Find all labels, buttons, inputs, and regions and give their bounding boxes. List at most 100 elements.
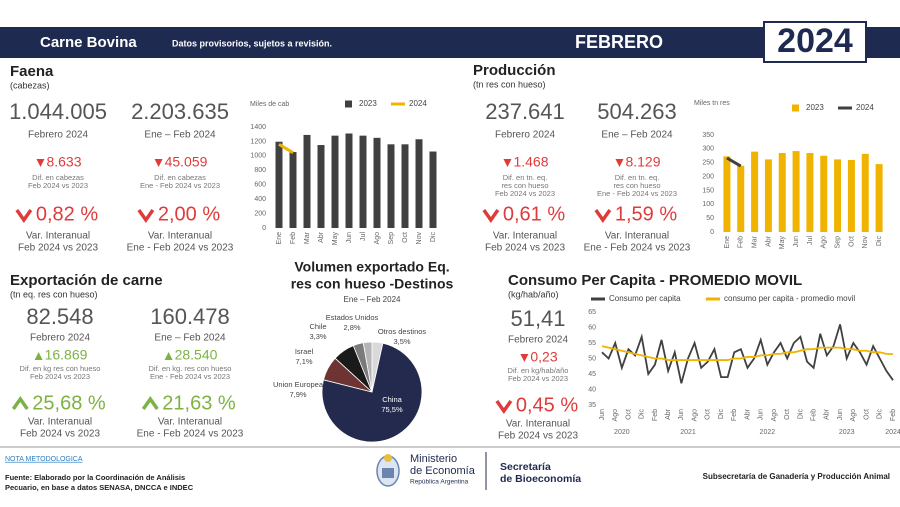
x-tick-label: Oct (784, 409, 791, 420)
bar (415, 139, 423, 228)
bar (429, 151, 437, 228)
var-arrow (594, 208, 612, 224)
legend-swatch (345, 100, 352, 108)
source-line: Fuente: Elaborado por la Coordinación de… (5, 473, 185, 482)
x-group-label: 2022 (760, 429, 776, 436)
x-tick-label: Ene (724, 236, 731, 249)
y-tick-label: 350 (702, 132, 714, 139)
kpi-var-period: Feb 2024 vs 2023 (485, 243, 565, 254)
kpi-diff: 45.059 (165, 154, 208, 170)
kpi-diff: 28.540 (175, 347, 218, 363)
kpi-var: 0,82 % (36, 203, 98, 225)
kpi-note: Dif. en cabezas (154, 173, 206, 182)
x-tick-label: May (332, 232, 339, 246)
diff-arrow (615, 159, 624, 167)
x-tick-label: Dic (430, 232, 437, 243)
x-tick-label: Abr (665, 408, 672, 420)
kpi-period: Febrero 2024 (495, 130, 555, 141)
kpi-var: 2,00 % (158, 203, 220, 225)
x-tick-label: Abr (824, 408, 831, 420)
x-tick-label: Feb (738, 236, 745, 248)
section-title: Faena (10, 63, 54, 80)
x-tick-label: Jun (758, 409, 765, 420)
section-title: Producción (473, 62, 556, 79)
header-band (0, 27, 900, 58)
x-tick-label: Oct (705, 409, 712, 420)
pie-subtitle: Ene – Feb 2024 (344, 295, 401, 304)
y-axis-label: Miles tn res (694, 100, 730, 107)
kpi-diff: 0,23 (530, 349, 557, 365)
kpi-note: res con hueso (613, 181, 660, 190)
secretariat: Secretaría (500, 461, 551, 473)
kpi-note: Dif. en kg. res con hueso (149, 364, 232, 373)
kpi-note: Ene - Feb 2024 vs 2023 (150, 372, 230, 381)
section-subtitle: (cabezas) (10, 80, 50, 90)
x-tick-label: Ene (276, 232, 283, 245)
x-tick-label: Ago (850, 409, 857, 422)
kpi-var-label: Var. Interanual (148, 231, 212, 242)
kpi-note: Dif. en tn. eq. (503, 173, 548, 182)
y-tick-label: 100 (702, 201, 714, 208)
var-arrow (141, 395, 159, 411)
kpi-var: 25,68 % (32, 392, 106, 414)
x-tick-label: Mar (304, 231, 311, 244)
x-group-label: 2020 (614, 429, 630, 436)
kpi-var-label: Var. Interanual (605, 231, 669, 242)
kpi-value: 237.641 (485, 99, 565, 124)
y-tick-label: 65 (588, 309, 596, 316)
header-year: 2024 (777, 22, 853, 60)
y-tick-label: 50 (588, 355, 596, 362)
y-tick-label: 800 (254, 167, 266, 174)
x-tick-label: Jun (346, 232, 353, 243)
kpi-note: res con hueso (501, 181, 548, 190)
section-subtitle: (kg/hab/año) (508, 289, 559, 299)
kpi-value: 82.548 (26, 304, 93, 329)
kpi-var-label: Var. Interanual (493, 231, 557, 242)
x-tick-label: Dic (797, 409, 804, 420)
x-tick-label: Ago (374, 232, 381, 245)
var-arrow (482, 208, 500, 224)
kpi-note: Feb 2024 vs 2023 (28, 181, 88, 190)
kpi-period: Febrero 2024 (30, 333, 90, 344)
x-tick-label: Mar (751, 235, 758, 248)
kpi-var-period: Feb 2024 vs 2023 (18, 243, 98, 254)
kpi-var-label: Var. Interanual (28, 417, 92, 428)
y-tick-label: 55 (588, 340, 596, 347)
methodology-link[interactable]: NOTA METODOLOGICA (5, 456, 83, 463)
var-arrow (15, 208, 33, 224)
kpi-diff: 1.468 (513, 154, 548, 170)
y-axis-label: Miles de cab (250, 101, 289, 108)
x-tick-label: Abr (744, 408, 751, 420)
subsecretariat: Subsecretaría de Ganadería y Producción … (703, 472, 890, 481)
y-tick-label: 50 (706, 215, 714, 222)
diff-arrow (34, 352, 43, 360)
bar (373, 137, 381, 228)
x-tick-label: Jun (793, 236, 800, 247)
section-title: Consumo Per Capita - PROMEDIO MOVIL (508, 272, 802, 289)
data-line (601, 324, 894, 384)
var-arrow (11, 395, 29, 411)
bar (359, 135, 367, 228)
diff-arrow (154, 159, 163, 167)
data-line (726, 156, 742, 168)
bar (875, 164, 883, 232)
slice-label: 75,5% (381, 405, 403, 414)
data-line (601, 345, 894, 361)
section-title: Exportación de carne (10, 272, 163, 289)
y-tick-label: 200 (254, 210, 266, 217)
year-box (763, 21, 867, 63)
bar (387, 144, 395, 228)
kpi-diff: 16.869 (45, 347, 88, 363)
y-tick-label: 35 (588, 402, 596, 409)
legend-label: Consumo per capita (609, 294, 681, 303)
x-tick-label: Ago (771, 409, 778, 422)
source-line: Pecuario, en base a datos SENASA, DNCCA … (5, 483, 194, 492)
bar (778, 153, 786, 232)
kpi-note: Dif. en cabezas (32, 173, 84, 182)
kpi-note: Dif. en kg/hab/año (508, 366, 569, 375)
x-tick-label: Ago (612, 409, 619, 422)
bar (317, 145, 325, 228)
bar (401, 144, 409, 228)
kpi-note: Feb 2024 vs 2023 (508, 374, 568, 383)
slice-label: 7,1% (295, 357, 312, 366)
